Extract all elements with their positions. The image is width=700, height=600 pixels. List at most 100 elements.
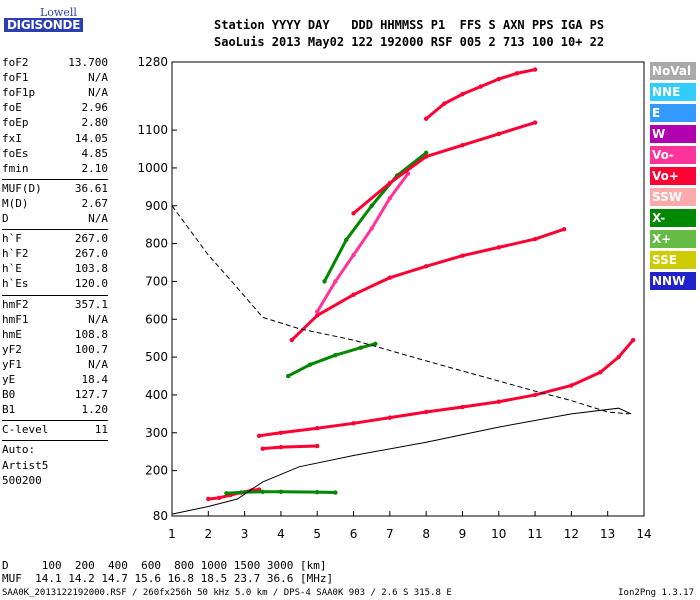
- param-value: 108.8: [74, 327, 108, 341]
- true-height-profile: [171, 407, 632, 515]
- legend-item: X+: [650, 230, 696, 248]
- echo-segment: [569, 370, 602, 387]
- echo-segment: [286, 363, 312, 378]
- header-values: SaoLuis 2013 May02 122 192000 RSF 005 2 …: [214, 35, 605, 49]
- x-tick-label: 9: [459, 527, 467, 541]
- param-row: M(D) 2.67: [2, 197, 108, 212]
- echo-segment: [352, 416, 392, 425]
- x-tick-label: 1: [168, 527, 176, 541]
- param-name: MUF(D): [2, 181, 42, 195]
- echo-point: [532, 120, 538, 125]
- param-row: B1 1.20: [2, 403, 108, 418]
- param-row: Artist5: [2, 459, 108, 474]
- echo-segment: [261, 445, 283, 451]
- param-separator: [2, 229, 108, 231]
- echo-point: [315, 443, 320, 449]
- echo-point: [405, 171, 411, 176]
- footer-file-info: SAA0K_2013122192000.RSF / 260fx256h 50 k…: [2, 588, 452, 598]
- param-name: fmin: [2, 161, 29, 175]
- param-value: N/A: [88, 357, 108, 371]
- echo-segment: [352, 276, 392, 297]
- legend-item: NNW: [650, 272, 696, 290]
- param-name: foE: [2, 101, 22, 115]
- echo-trace: [260, 443, 320, 451]
- x-tick-label: 8: [422, 527, 430, 541]
- echo-segment: [533, 383, 573, 397]
- legend-item: X-: [650, 209, 696, 227]
- legend-item: Vo+: [650, 167, 696, 185]
- echo-segment: [388, 155, 428, 185]
- logo-line-2: DIGISONDE: [4, 18, 84, 32]
- echo-segment: [460, 400, 501, 409]
- param-name: hmE: [2, 327, 22, 341]
- legend-item: NoVal: [650, 62, 696, 80]
- echo-segment: [359, 342, 377, 350]
- echo-trace: [351, 120, 538, 216]
- param-value: 2.96: [81, 101, 109, 115]
- echo-segment: [424, 254, 464, 268]
- param-value: 127.7: [74, 388, 108, 402]
- echo-segment: [333, 253, 356, 283]
- x-tick-label: 6: [350, 527, 358, 541]
- echo-segment: [315, 279, 337, 314]
- echo-trace: [289, 227, 567, 343]
- param-name: h`F2: [2, 247, 29, 261]
- echo-segment: [370, 196, 392, 230]
- echo-segment: [322, 238, 348, 283]
- param-value: 36.61: [74, 181, 108, 195]
- param-name: fxI: [2, 131, 22, 145]
- param-row: hmF1 N/A: [2, 313, 108, 328]
- param-value: N/A: [88, 212, 108, 225]
- echo-trace: [285, 341, 378, 379]
- param-name: yF1: [2, 357, 22, 371]
- x-tick-label: 2: [204, 527, 212, 541]
- param-value: 2.80: [81, 116, 109, 130]
- param-row: hmE 108.8: [2, 328, 108, 343]
- param-row: foEp 2.80: [2, 116, 108, 131]
- echo-segment: [598, 355, 621, 374]
- y-tick-label: 1000: [137, 161, 168, 175]
- param-row: yF2 100.7: [2, 343, 108, 358]
- echo-segment: [290, 313, 319, 342]
- echo-segment: [497, 237, 537, 249]
- y-tick-label: 400: [145, 388, 168, 402]
- y-tick-label: 300: [145, 426, 168, 440]
- echo-point: [532, 67, 538, 72]
- echo-segment: [479, 77, 501, 89]
- echo-point: [333, 490, 338, 495]
- param-name: Artist5: [2, 458, 49, 472]
- param-row: D N/A: [2, 212, 108, 227]
- param-value: 18.4: [81, 373, 109, 386]
- param-row: foF1p N/A: [2, 86, 108, 101]
- param-row: foEs 4.85: [2, 147, 108, 162]
- muf-line: MUF 14.1 14.2 14.7 15.6 16.8 18.5 23.7 3…: [2, 572, 334, 585]
- x-tick-label: 10: [491, 527, 506, 541]
- param-name: foF2: [2, 56, 29, 69]
- echo-segment: [352, 181, 392, 215]
- param-name: foF1p: [2, 86, 36, 100]
- param-separator: [2, 178, 108, 180]
- param-name: Auto:: [2, 443, 36, 457]
- param-row: h`E 103.8: [2, 262, 108, 277]
- y-tick-label: 500: [145, 350, 168, 364]
- param-row: yF1 N/A: [2, 358, 108, 373]
- y-tick-label: 800: [145, 237, 168, 251]
- x-tick-label: 14: [636, 527, 651, 541]
- param-name: foEs: [2, 146, 29, 160]
- x-tick-label: 12: [564, 527, 579, 541]
- param-name: foF1: [2, 71, 29, 85]
- x-tick-label: 11: [527, 527, 542, 541]
- echo-trace: [322, 150, 429, 284]
- echo-segment: [497, 393, 537, 404]
- legend-item: NNE: [650, 83, 696, 101]
- param-separator: [2, 440, 108, 442]
- param-name: B0: [2, 388, 16, 402]
- echo-segment: [424, 102, 446, 121]
- param-value: 267.0: [74, 247, 108, 261]
- param-name: h`Es: [2, 277, 29, 291]
- legend-item: SSW: [650, 188, 696, 206]
- param-value: 2.67: [81, 196, 109, 210]
- echo-segment: [497, 71, 519, 81]
- header-labels: Station YYYY DAY DDD HHMMSS P1 FFS S AXN…: [214, 18, 605, 32]
- legend-item: E: [650, 104, 696, 122]
